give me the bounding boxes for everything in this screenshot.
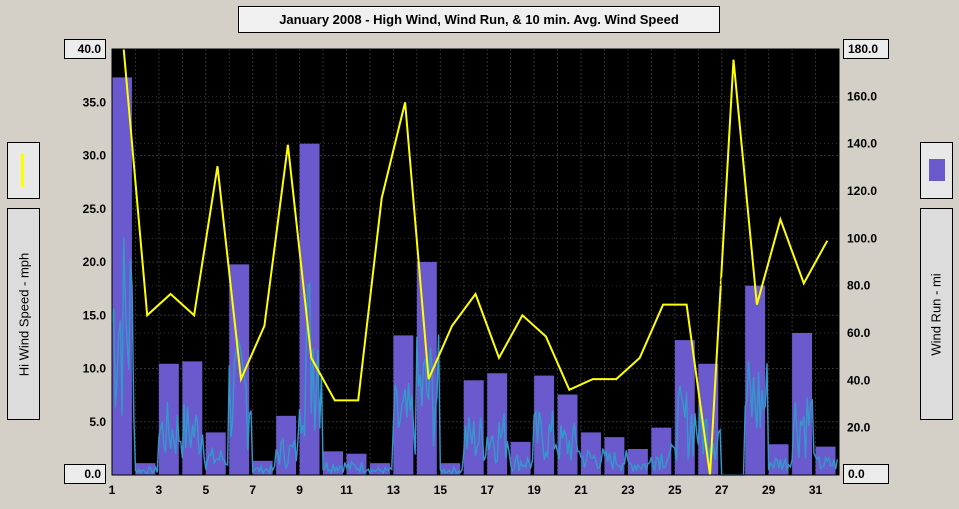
y-left-tick-label: 20.0 [83, 255, 107, 269]
left-axis-label-box: Hi Wind Speed - mph [7, 208, 40, 420]
y-right-tick-label: 20.0 [847, 421, 871, 435]
annotation-text: ANEMOMETER FROZEN on 26th [558, 276, 728, 288]
y-right-tick-label: 140.0 [847, 137, 877, 151]
x-tick-label: 19 [527, 483, 541, 497]
x-tick-label: 1 [109, 483, 116, 497]
legend-wind-run [920, 142, 953, 199]
wind-run-bar [487, 373, 508, 475]
wind-run-bar [627, 448, 648, 475]
right-axis-label-box: Wind Run - mi [920, 208, 953, 420]
x-tick-label: 29 [762, 483, 776, 497]
avg-wind-trace [111, 237, 838, 476]
yellow-line-icon [21, 153, 24, 187]
y-right-tick-label: 40.0 [847, 373, 871, 387]
wind-run-bar [135, 463, 156, 475]
y-left-tick-label: 10.0 [83, 362, 107, 376]
wind-run-bar [346, 453, 367, 475]
left-bottom-value: 0.0 [64, 464, 106, 484]
wind-run-bar [276, 415, 297, 475]
x-tick-label: 21 [574, 483, 588, 497]
wind-run-bar [581, 432, 601, 475]
x-tick-label: 31 [809, 483, 823, 497]
left-top-value: 40.0 [64, 39, 106, 59]
plot-border [111, 48, 840, 476]
x-tick-label: 5 [202, 483, 209, 497]
x-tick-label: 11 [340, 483, 353, 497]
x-tick-label: 25 [668, 483, 682, 497]
right-bottom-value: 0.0 [843, 464, 889, 484]
chart-title: January 2008 - High Wind, Wind Run, & 10… [238, 6, 720, 33]
wind-run-bar [205, 432, 226, 475]
wind-run-bar [182, 361, 203, 475]
y-right-tick-label: 60.0 [847, 326, 871, 340]
wind-run-bar [440, 463, 461, 475]
x-tick-label: 7 [249, 483, 256, 497]
y-right-tick-label: 100.0 [847, 231, 877, 245]
x-tick-label: 13 [387, 483, 401, 497]
blue-bar-icon [929, 159, 945, 181]
x-tick-label: 27 [715, 483, 729, 497]
right-top-value: 180.0 [843, 39, 889, 59]
x-tick-label: 15 [434, 483, 448, 497]
y-left-tick-label: 5.0 [89, 415, 106, 429]
y-left-tick-label: 30.0 [83, 149, 107, 163]
y-left-tick-label: 15.0 [83, 308, 107, 322]
y-left-tick-label: 25.0 [83, 202, 107, 216]
wind-run-bar [252, 460, 273, 475]
y-right-tick-label: 160.0 [847, 89, 877, 103]
wind-run-bar [534, 375, 555, 475]
y-right-tick-label: 120.0 [847, 184, 877, 198]
y-left-tick-label: 35.0 [83, 95, 107, 109]
x-tick-label: 17 [481, 483, 495, 497]
wind-run-bar [557, 394, 578, 475]
wind-run-bar [393, 335, 414, 475]
x-tick-label: 23 [621, 483, 635, 497]
x-tick-label: 3 [156, 483, 163, 497]
legend-high-wind [7, 142, 40, 199]
x-tick-label: 9 [296, 483, 303, 497]
y-right-tick-label: 80.0 [847, 279, 871, 293]
